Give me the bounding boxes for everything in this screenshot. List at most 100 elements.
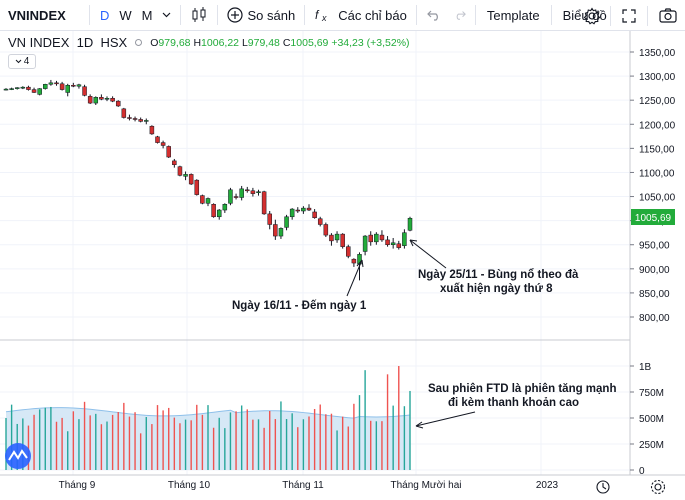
open-label: O	[150, 36, 159, 49]
high-value: 1006,22	[201, 36, 240, 49]
candle-body	[20, 86, 26, 89]
template-button[interactable]: Template	[486, 7, 540, 23]
candle-body	[216, 209, 222, 218]
candle-body	[312, 211, 317, 218]
open-value: 979,68	[158, 36, 191, 49]
candle-body	[306, 207, 312, 211]
last-price-label: 1005,69	[635, 213, 672, 224]
volume-tick-label: 1B	[639, 362, 652, 373]
candle-body	[3, 88, 9, 91]
candle-body	[177, 166, 183, 176]
candle-body	[222, 204, 228, 211]
redo-icon[interactable]	[448, 0, 472, 31]
candle-body	[110, 98, 115, 102]
volume-tick-label: 0	[639, 466, 645, 477]
undo-icon[interactable]	[420, 0, 448, 31]
symbol-search[interactable]: VNINDEX	[8, 7, 66, 23]
time-axis-label: Tháng Mười hai	[390, 480, 461, 491]
time-axis-label: Tháng 10	[168, 480, 211, 491]
annotation-day8-line1: Ngày 25/11 - Bùng nổ theo đà	[418, 269, 579, 281]
close-label: C	[282, 36, 291, 49]
change-value: +34,23 (+3,52%)	[331, 36, 410, 49]
gear-icon[interactable]	[577, 0, 607, 31]
tv-logo[interactable]	[5, 443, 31, 469]
candle-body	[104, 98, 110, 100]
candle-body	[273, 224, 278, 237]
price-tick-label: 1250,00	[639, 96, 676, 107]
candle-body	[87, 96, 93, 104]
candle-body	[256, 191, 261, 193]
price-tick-label: 800,00	[639, 313, 670, 324]
low-label: L	[241, 36, 248, 49]
interval-w[interactable]: W	[119, 7, 132, 23]
annotation-day8-line2: xuất hiện ngày thứ 8	[440, 283, 553, 295]
candle-body	[26, 86, 31, 90]
candle-body	[71, 84, 76, 87]
chevron-down-icon[interactable]	[158, 10, 175, 21]
toolbar-divider	[474, 5, 476, 25]
legend-interval: 1D	[76, 35, 94, 50]
price-tick-label: 1100,00	[639, 168, 675, 179]
candle-body	[149, 125, 155, 135]
legend-title[interactable]: VN INDEX 1D HSX	[8, 35, 127, 50]
legend-symbol: VN INDEX	[8, 35, 70, 50]
toolbar-divider	[610, 5, 611, 26]
toolbar-divider	[89, 5, 90, 25]
time-axis-label: Tháng 11	[282, 480, 324, 491]
legend-exchange: HSX	[100, 35, 128, 50]
candle-body	[368, 234, 373, 243]
time-axis[interactable]: Tháng 9 Tháng 10 Tháng 11 Tháng Mười hai 202…	[59, 480, 559, 491]
candle-body	[183, 174, 188, 177]
candle-body	[284, 216, 289, 228]
candle-body	[82, 86, 87, 96]
toolbar-divider	[415, 5, 417, 25]
candle-body	[99, 97, 104, 100]
price-tick-label: 950,00	[639, 241, 670, 252]
annotation-ftd-line2: đi kèm thanh khoản cao	[448, 397, 579, 409]
compare-label: So sánh	[247, 7, 296, 23]
candle-body	[200, 195, 205, 204]
toolbar-divider	[179, 5, 181, 25]
arrow-day8	[409, 239, 447, 269]
candle-body	[144, 120, 149, 122]
candle-body	[301, 207, 306, 212]
candle-body	[267, 213, 272, 225]
interval-m[interactable]: M	[141, 7, 153, 23]
arrowhead-day1	[356, 259, 364, 268]
candle-body	[188, 174, 194, 185]
high-label: H	[193, 36, 202, 49]
candle-body	[362, 235, 368, 252]
volume-tick-label: 750M	[639, 388, 664, 399]
fullscreen-icon[interactable]	[614, 0, 644, 31]
candle-body	[390, 242, 396, 245]
goto-date-icon[interactable]	[596, 480, 610, 494]
settings-small-gear-icon[interactable]	[650, 479, 666, 495]
annotation-day1: Ngày 16/11 - Đếm ngày 1	[232, 300, 367, 312]
candle-body	[323, 224, 329, 236]
toolbar-divider	[216, 5, 218, 25]
candle-body	[402, 232, 407, 246]
candle-body	[261, 191, 267, 215]
candle-body	[278, 228, 284, 237]
volume-axis[interactable]: 1B 750M 500M 250M 0	[630, 362, 664, 477]
candle-body	[211, 204, 216, 218]
market-status-dot	[135, 39, 143, 46]
compare-button[interactable]: So sánh	[221, 0, 302, 31]
candle-body	[374, 233, 379, 243]
price-chart[interactable]: 1350,00 1300,00 1250,00 1200,00 1150,00 1100,…	[0, 31, 685, 500]
candle-body	[76, 84, 82, 87]
interval-d[interactable]: D	[100, 7, 110, 23]
candle-body	[48, 82, 54, 85]
candles-icon[interactable]	[184, 0, 214, 31]
price-tick-label: 1150,00	[639, 144, 675, 155]
indicators-label: Các chỉ báo	[338, 7, 407, 23]
candle-body	[289, 208, 295, 218]
price-axis[interactable]: 1350,00 1300,00 1250,00 1200,00 1150,00 1100,…	[630, 48, 676, 324]
candle-body	[31, 89, 37, 93]
annotation-ftd-line1: Sau phiên FTD là phiên tăng mạnh	[428, 383, 616, 395]
camera-icon[interactable]	[651, 0, 685, 31]
collapse-indicators-button[interactable]: 4	[8, 54, 36, 69]
